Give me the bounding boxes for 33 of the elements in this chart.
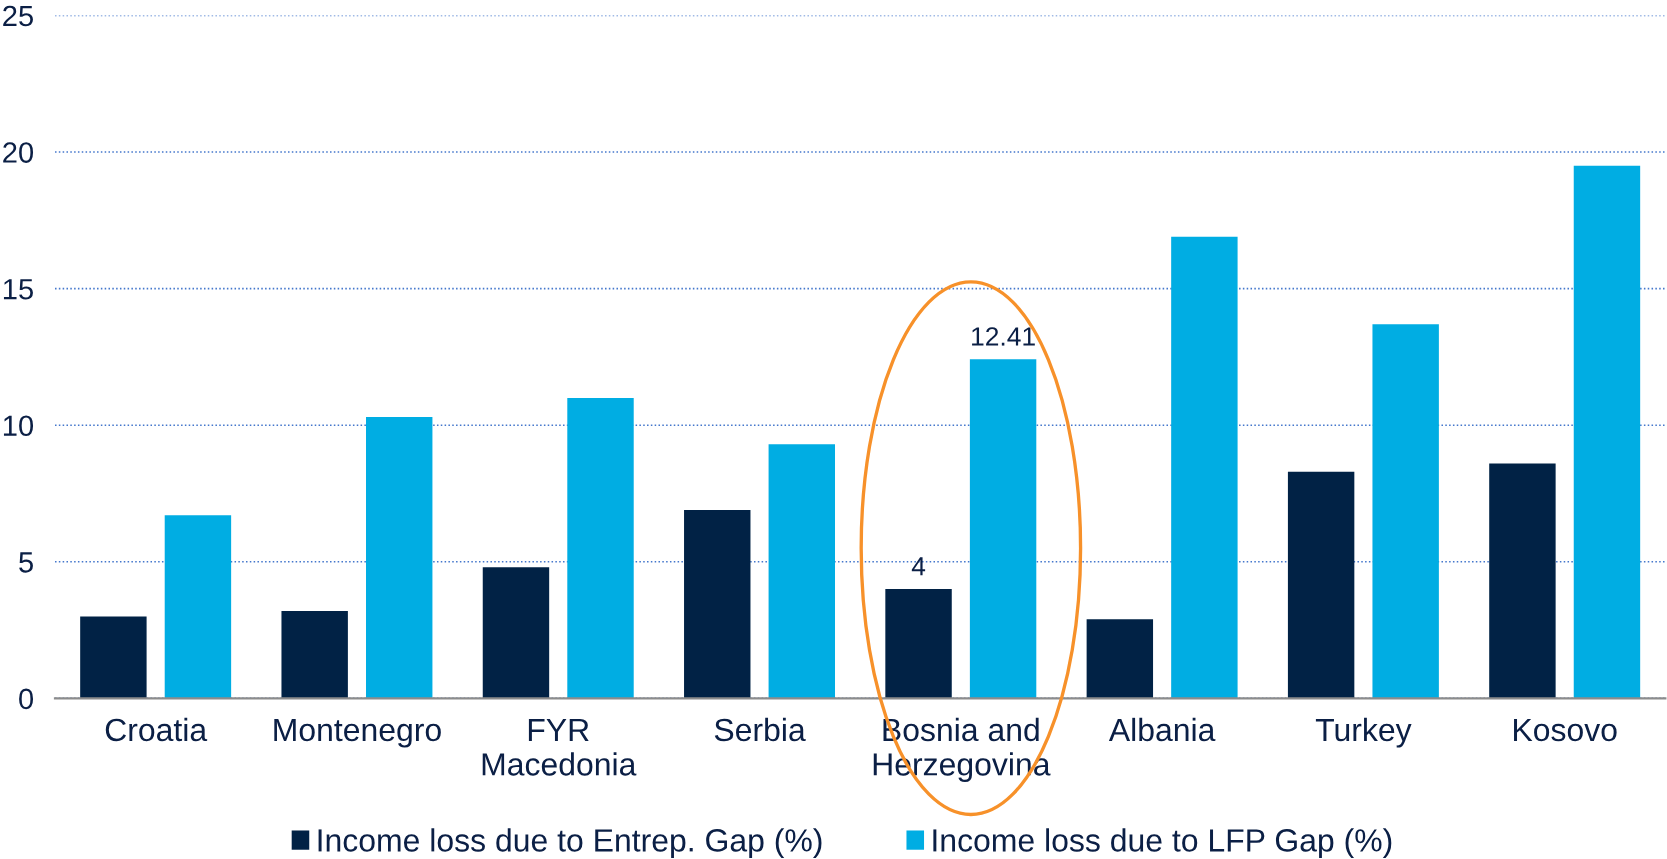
bar: [80, 616, 147, 699]
bar: [969, 359, 1037, 699]
y-tick-label: 0: [19, 688, 34, 710]
y-tick-label: 25: [3, 5, 33, 27]
y-tick-label: 20: [3, 142, 34, 163]
bar: [1287, 471, 1355, 699]
y-tick-label: 15: [3, 279, 33, 300]
bar: [684, 509, 751, 699]
bar: [366, 417, 433, 699]
bar: [768, 444, 836, 699]
bar: [1171, 236, 1238, 699]
data-label: 4: [911, 557, 926, 576]
x-tick-label: Kosovo: [1514, 718, 1617, 742]
data-label: 12.41: [972, 327, 1035, 346]
legend-label: Income loss due to LFP Gap (%): [933, 828, 1392, 859]
x-tick-label: Serbia: [714, 717, 806, 742]
y-tick-label: 5: [19, 552, 33, 573]
bar: [281, 610, 348, 699]
x-tick-label: Turkey: [1315, 717, 1412, 748]
bar: [1086, 619, 1154, 699]
x-tick-label: Montenegro: [274, 718, 441, 748]
legend-label: Income loss due to Entrep. Gap (%): [318, 828, 822, 859]
x-tick-label: Croatia: [105, 717, 208, 742]
x-tick-label: FYR Macedonia: [482, 718, 637, 776]
bar: [1573, 165, 1641, 699]
bar: [567, 397, 634, 699]
bar: [164, 515, 232, 699]
bar: [885, 589, 952, 699]
y-tick-label: 10: [3, 415, 34, 437]
bar: [1489, 463, 1556, 699]
x-tick-label: Albania: [1108, 717, 1216, 742]
bar: [1372, 324, 1439, 699]
bar: [482, 567, 550, 699]
